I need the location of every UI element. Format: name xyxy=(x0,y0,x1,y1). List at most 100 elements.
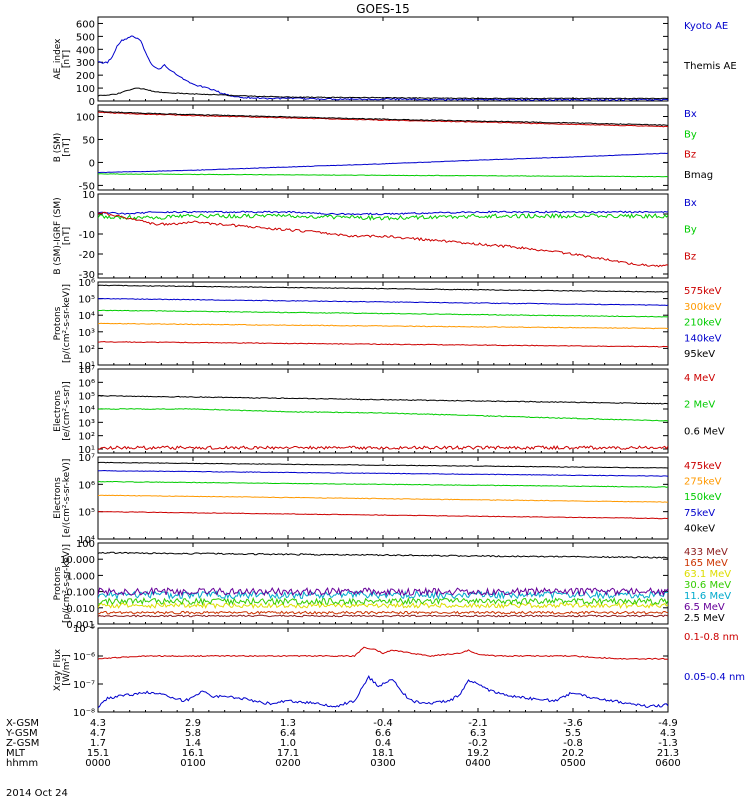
panel-bsm: -50 0 50 100 B (SM) [nT] Bx By Bz Bmag xyxy=(53,104,713,192)
series-line xyxy=(98,510,668,520)
y-tick-label: 10⁵ xyxy=(78,508,95,519)
series-line xyxy=(98,461,668,469)
x-axis-ephemeris: X-GSM 4.3 2.9 1.3 -0.4 -2.1 -3.6 -4.9 Y-GSM 4.7 5.… xyxy=(5,718,681,769)
series-line xyxy=(98,284,668,293)
y-tick-label: 10⁴ xyxy=(78,405,95,416)
legend-entry: 575keV xyxy=(684,286,722,297)
ephemeris-value: -4.9 xyxy=(658,718,678,729)
y-tick-label: -50 xyxy=(79,181,95,192)
panel-protons_hi: 10¹ 10² 10³ 10⁴ 10⁵ 10⁶ Protons [p/(cm²-s-sr-ke… xyxy=(53,278,722,372)
y-tick-label: 100 xyxy=(76,84,95,95)
y-tick-label: -30 xyxy=(79,270,95,281)
y-tick-label: -10 xyxy=(79,230,95,241)
series-line xyxy=(98,551,668,559)
legend-entry: 2.5 MeV xyxy=(684,613,725,624)
y-tick-label: 10⁻⁶ xyxy=(73,652,95,663)
y-tick-label: 10⁵ xyxy=(78,295,95,306)
y-tick-label: -20 xyxy=(79,250,95,261)
y-tick-label: 10.000 xyxy=(60,555,95,566)
ephemeris-value: 0200 xyxy=(275,758,300,769)
y-axis-label: [e/(cm²-s-sr)] xyxy=(62,381,72,441)
ephemeris-value: 4.3 xyxy=(660,728,676,739)
ephemeris-value: 4.3 xyxy=(90,718,106,729)
panel-electrons_mev: 10¹ 10² 10³ 10⁴ 10⁵ 10⁶ 10⁷ Electrons [e/(cm²-s-… xyxy=(53,365,725,456)
legend-entry: Bz xyxy=(684,150,696,161)
legend-entry: 475keV xyxy=(684,461,722,472)
ephemeris-value: 16.1 xyxy=(182,748,204,759)
legend-entry: 433 MeV xyxy=(684,547,728,558)
ephemeris-value: 4.7 xyxy=(90,728,106,739)
y-tick-label: 0.010 xyxy=(66,604,95,615)
ephemeris-row-label: Z-GSM xyxy=(6,738,39,749)
series-line xyxy=(98,340,668,348)
legend-entry: 95keV xyxy=(684,349,715,360)
panel-bigrf: -30 -20 -10 0 10 B (SM)-IGRF (SM) [nT] Bx By Bz xyxy=(53,190,697,281)
y-tick-label: 10⁻⁷ xyxy=(73,680,95,691)
y-tick-label: 0 xyxy=(89,97,95,108)
series-line xyxy=(98,297,668,307)
series-line xyxy=(98,110,668,126)
panel-frame xyxy=(97,368,669,454)
y-tick-label: 10⁷ xyxy=(78,453,95,464)
series-line xyxy=(98,111,668,128)
y-tick-label: 10⁶ xyxy=(78,378,95,389)
series-line xyxy=(98,586,668,598)
y-axis-label: B (SM) xyxy=(53,133,63,163)
legend-entry: Bmag xyxy=(684,170,713,181)
y-axis-label: [W/m²] xyxy=(62,654,72,685)
ephemeris-value: 2.9 xyxy=(185,718,201,729)
legend-entry: 275keV xyxy=(684,477,722,488)
y-tick-label: 10⁵ xyxy=(78,392,95,403)
series-line xyxy=(98,394,668,405)
ephemeris-value: 0600 xyxy=(655,758,680,769)
ephemeris-value: -2.1 xyxy=(468,718,488,729)
ephemeris-value: 0500 xyxy=(560,758,585,769)
legend-entry: Bx xyxy=(684,198,697,209)
legend-entry: Kyoto AE xyxy=(684,21,728,32)
y-tick-label: 1.000 xyxy=(66,571,95,582)
legend-entry: 300keV xyxy=(684,302,722,313)
series-line xyxy=(98,646,668,660)
ephemeris-value: 5.8 xyxy=(185,728,201,739)
ephemeris-row-label: hhmm xyxy=(6,758,38,769)
y-tick-label: 100 xyxy=(76,112,95,123)
legend-entry: 40keV xyxy=(684,523,715,534)
y-tick-label: 50 xyxy=(82,135,95,146)
y-tick-label: 0 xyxy=(89,158,95,169)
date-label: 2014 Oct 24 xyxy=(6,788,68,799)
y-tick-label: 10⁻⁸ xyxy=(73,708,95,719)
legend-entry: 150keV xyxy=(684,492,722,503)
y-axis-label: Xray Flux xyxy=(53,648,63,691)
panel-frame xyxy=(97,627,669,713)
chart-title: GOES-15 xyxy=(356,2,410,16)
y-tick-label: 10³ xyxy=(78,328,95,339)
ephemeris-value: 6.3 xyxy=(470,728,486,739)
series-line xyxy=(98,212,668,222)
legend-entry: 140keV xyxy=(684,333,722,344)
y-tick-label: 10 xyxy=(82,190,95,201)
legend-entry: By xyxy=(684,225,697,236)
series-line xyxy=(98,211,668,268)
ephemeris-row-label: X-GSM xyxy=(6,718,39,729)
legend-entry: 0.1-0.8 nm xyxy=(684,632,739,643)
ephemeris-value: -0.8 xyxy=(563,738,583,749)
y-tick-label: 10⁶ xyxy=(78,278,95,289)
legend-entry: 0.05-0.4 nm xyxy=(684,672,745,683)
ephemeris-value: 19.2 xyxy=(467,748,489,759)
y-tick-label: 10⁴ xyxy=(78,535,95,546)
legend-entry: By xyxy=(684,129,697,140)
y-axis-label: [e/(cm²-s-sr-keV)] xyxy=(62,459,72,538)
legend-entry: 210keV xyxy=(684,318,722,329)
y-tick-label: 10¹ xyxy=(78,445,95,456)
y-axis-label: Electrons xyxy=(53,477,63,519)
y-axis-label: Protons xyxy=(53,306,63,340)
ephemeris-value: 1.7 xyxy=(90,738,106,749)
y-tick-label: 10¹ xyxy=(78,361,95,372)
series-line xyxy=(98,87,668,100)
y-axis-label: B (SM)-IGRF (SM) xyxy=(53,197,63,274)
panel-protons_mev: 0.001 0.010 0.100 1.000 10.000 100 Protons [p/(… xyxy=(53,539,731,631)
series-line xyxy=(98,445,668,451)
ephemeris-row-label: Y-GSM xyxy=(5,728,38,739)
ephemeris-value: -1.3 xyxy=(658,738,678,749)
